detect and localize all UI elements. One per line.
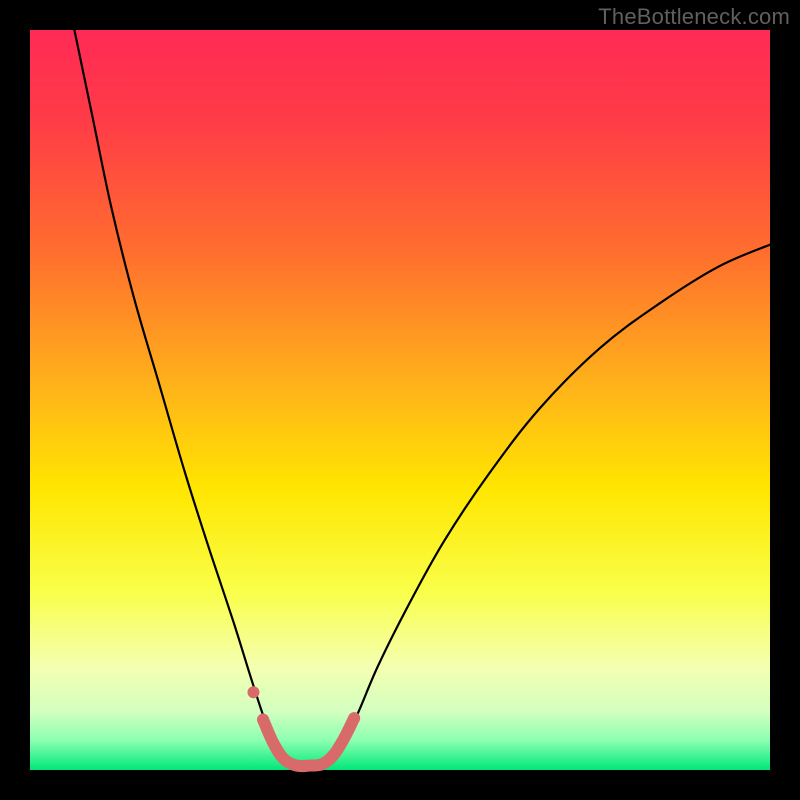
optimal-overlay-start-cap [257,714,269,726]
optimal-overlay-end-cap [348,712,360,724]
gradient-background [30,30,770,770]
optimal-overlay-isolated-dot [247,686,259,698]
watermark-text: TheBottleneck.com [598,4,790,30]
bottleneck-chart [0,0,800,800]
